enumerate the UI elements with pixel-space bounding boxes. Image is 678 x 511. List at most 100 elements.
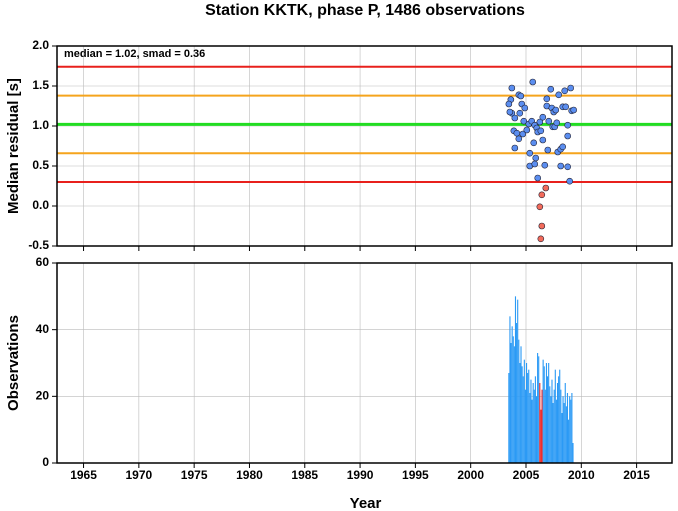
x-tick-label: 2000 [457,468,484,482]
y-tick-label: 20 [36,389,50,403]
y-tick-label: 1.0 [32,118,49,132]
point [537,235,545,243]
bar [572,443,574,463]
y-axis-label: Median residual [s] [5,78,22,214]
bar [569,396,571,463]
point [543,95,551,103]
x-tick-label: 2015 [623,468,650,482]
bar [553,389,555,463]
bar [555,399,557,463]
bar [533,389,535,463]
point [566,177,573,185]
bar [511,326,513,463]
point [559,143,567,151]
bar [532,383,534,463]
point [505,100,513,108]
point [538,222,546,230]
bar [529,393,531,463]
point [564,132,571,140]
y-tick-label: 2.0 [32,38,49,52]
bar [520,346,522,463]
point [523,126,531,134]
point [511,144,519,152]
x-axis-label: Year [350,495,382,511]
point [564,121,571,129]
bar [562,396,564,463]
bar [545,363,548,463]
bar [522,376,524,463]
point [536,118,544,126]
point [508,84,516,92]
y-tick-label: 0 [42,455,49,469]
point [519,130,527,138]
y-tick-label: 60 [36,255,50,269]
bar [542,359,544,463]
point [542,184,550,192]
point [530,139,538,147]
point [513,129,521,137]
point [544,146,552,154]
bar [551,379,553,463]
y-tick-label: 40 [36,322,50,336]
x-tick-label: 1990 [347,468,374,482]
point [520,117,528,125]
bar [531,399,533,463]
bar [523,359,525,463]
bar [534,376,536,463]
bar [559,369,561,463]
bar [530,379,532,463]
bar [516,323,518,463]
point [570,106,577,114]
y-tick-label: 1.5 [32,78,49,92]
bar [518,339,520,463]
bar [547,376,549,463]
point [521,104,529,112]
plot-frame [56,45,673,247]
bar [541,389,543,463]
bar [517,299,519,463]
y-tick-label: -0.5 [28,238,49,252]
point [534,174,542,182]
point [526,149,534,157]
bar [558,376,560,463]
plot-frame [56,262,673,464]
chart-title: Station KKTK, phase P, 1486 observations [205,2,525,19]
bar [570,399,572,463]
point [529,78,537,86]
x-tick-label: 1985 [291,468,318,482]
point [511,114,519,122]
bar [552,403,554,463]
bar [538,356,540,463]
bar [548,363,550,463]
point [552,106,560,114]
bar [561,413,563,463]
point [506,108,514,116]
bar [550,396,552,463]
y-tick-label: 0.0 [32,198,49,212]
bar [525,363,528,463]
point [538,191,546,199]
x-tick-label: 1975 [181,468,208,482]
bar [509,316,511,463]
x-tick-label: 1980 [236,468,263,482]
bar [556,383,559,463]
point [531,160,539,168]
bar [537,353,539,463]
y-axis-label: Observations [5,315,22,411]
point [567,84,574,92]
bar [539,383,541,463]
point [545,117,553,125]
annotation: median = 1.02, smad = 0.36 [64,48,205,60]
bar [519,363,521,463]
point [539,136,547,144]
bar [554,369,556,463]
bar [540,409,542,463]
bar [524,389,526,463]
bar [513,346,515,463]
point [557,162,565,170]
bar [568,419,570,463]
point [532,154,540,162]
bar [563,403,565,463]
bar [560,389,562,463]
point [539,113,547,121]
